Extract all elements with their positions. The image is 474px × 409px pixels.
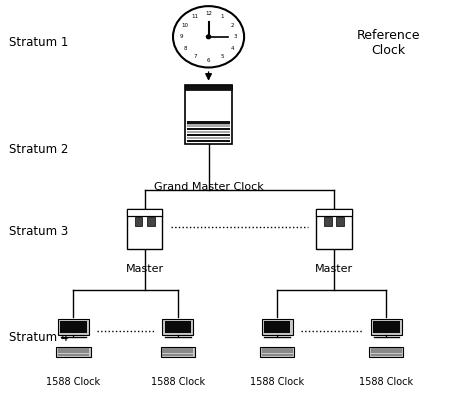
Text: 5: 5 — [220, 54, 224, 59]
Text: 7: 7 — [193, 54, 197, 59]
Text: 4: 4 — [230, 46, 234, 51]
Text: 12: 12 — [205, 11, 212, 16]
Text: 3: 3 — [234, 34, 237, 39]
Text: Stratum 2: Stratum 2 — [9, 143, 69, 156]
Bar — [135, 217, 142, 226]
Bar — [58, 348, 89, 351]
Bar — [58, 354, 89, 356]
Bar — [262, 351, 293, 353]
Text: 2: 2 — [230, 22, 234, 28]
Text: 6: 6 — [207, 58, 210, 63]
Text: Master: Master — [315, 264, 353, 274]
Bar — [187, 128, 230, 130]
Bar — [187, 121, 230, 124]
Text: 8: 8 — [183, 46, 187, 51]
Bar — [262, 319, 292, 335]
Bar — [264, 321, 291, 333]
Bar — [262, 354, 293, 356]
Bar — [56, 347, 91, 357]
Bar — [161, 347, 195, 357]
Bar — [162, 351, 193, 353]
Bar — [187, 124, 230, 127]
Bar — [187, 134, 230, 136]
Bar — [316, 209, 352, 249]
Text: 9: 9 — [180, 34, 183, 39]
Text: Stratum 3: Stratum 3 — [9, 225, 69, 238]
Text: Stratum 4: Stratum 4 — [9, 331, 69, 344]
Bar — [373, 321, 400, 333]
Text: Master: Master — [126, 264, 164, 274]
Bar — [324, 217, 332, 226]
Bar — [58, 351, 89, 353]
Bar — [262, 348, 293, 351]
Bar — [187, 130, 230, 133]
Text: 1: 1 — [220, 14, 224, 19]
Bar — [162, 354, 193, 356]
Bar — [371, 351, 402, 353]
Bar — [336, 217, 344, 226]
Bar — [147, 217, 155, 226]
Text: 10: 10 — [182, 22, 189, 28]
Bar — [127, 209, 162, 216]
Bar — [187, 140, 230, 142]
Circle shape — [173, 6, 244, 67]
Text: Reference
Clock: Reference Clock — [357, 29, 420, 57]
Bar — [58, 319, 89, 335]
Text: 1588 Clock: 1588 Clock — [151, 377, 205, 387]
Text: Stratum 1: Stratum 1 — [9, 36, 69, 49]
Bar — [371, 348, 402, 351]
Bar — [185, 85, 232, 144]
Text: 1588 Clock: 1588 Clock — [359, 377, 413, 387]
Bar — [60, 321, 87, 333]
Bar — [163, 319, 193, 335]
Bar — [260, 347, 294, 357]
Bar — [162, 348, 193, 351]
Bar — [371, 354, 402, 356]
Bar — [127, 209, 162, 249]
Bar — [316, 209, 352, 216]
Bar — [164, 321, 191, 333]
Text: 11: 11 — [191, 14, 199, 19]
Bar — [369, 347, 403, 357]
Text: 1588 Clock: 1588 Clock — [46, 377, 100, 387]
Bar — [371, 319, 401, 335]
Bar — [186, 103, 231, 120]
Bar — [185, 85, 232, 90]
Text: Grand Master Clock: Grand Master Clock — [154, 182, 264, 192]
Text: 1588 Clock: 1588 Clock — [250, 377, 304, 387]
Bar — [187, 137, 230, 139]
Circle shape — [206, 35, 210, 39]
